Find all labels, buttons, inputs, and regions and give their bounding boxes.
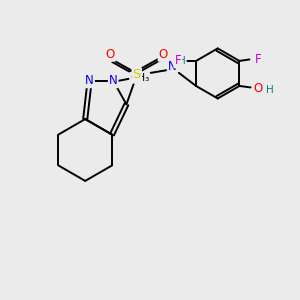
Text: N: N bbox=[168, 61, 176, 74]
Text: S: S bbox=[133, 68, 141, 81]
Text: H: H bbox=[266, 85, 274, 95]
Text: O: O bbox=[159, 48, 168, 61]
Text: O: O bbox=[253, 82, 262, 95]
Text: F: F bbox=[255, 53, 262, 66]
Text: N: N bbox=[109, 74, 118, 87]
Text: H: H bbox=[178, 56, 186, 66]
Text: F: F bbox=[175, 54, 181, 68]
Text: O: O bbox=[106, 48, 115, 61]
Text: CH₃: CH₃ bbox=[130, 73, 149, 83]
Text: N: N bbox=[85, 74, 94, 87]
